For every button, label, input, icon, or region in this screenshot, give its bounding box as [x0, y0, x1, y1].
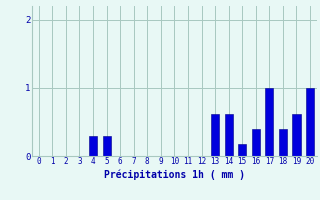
Bar: [306, 88, 314, 156]
Bar: [225, 114, 233, 156]
X-axis label: Précipitations 1h ( mm ): Précipitations 1h ( mm ): [104, 169, 245, 180]
Bar: [211, 114, 219, 156]
Bar: [292, 114, 300, 156]
Bar: [89, 136, 97, 156]
Bar: [279, 129, 287, 156]
Bar: [252, 129, 260, 156]
Bar: [102, 136, 111, 156]
Bar: [238, 144, 246, 156]
Bar: [265, 88, 273, 156]
